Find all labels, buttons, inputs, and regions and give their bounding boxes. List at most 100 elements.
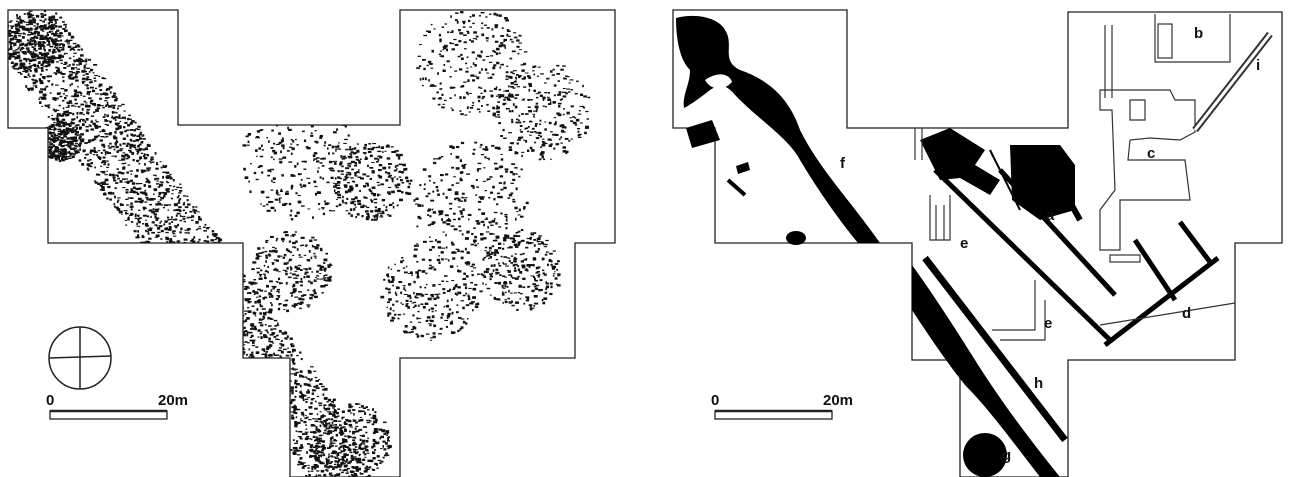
speckle <box>278 431 282 434</box>
speckle <box>90 87 94 89</box>
speckle <box>462 307 465 310</box>
speckle <box>235 266 237 268</box>
speckle <box>144 157 148 159</box>
speckle <box>391 178 394 180</box>
speckle <box>491 265 493 267</box>
speckle <box>274 370 278 371</box>
speckle <box>177 196 179 198</box>
speckle <box>184 259 186 261</box>
speckle <box>511 119 513 121</box>
speckle <box>461 326 464 327</box>
speckle <box>305 268 308 270</box>
speckle <box>215 260 218 262</box>
speckle <box>168 176 172 177</box>
speckle <box>307 208 310 209</box>
speckle <box>446 223 450 225</box>
speckle <box>467 57 469 58</box>
speckle <box>143 215 147 217</box>
speckle <box>358 419 360 422</box>
speckle <box>286 425 290 428</box>
speckle <box>281 352 283 354</box>
speckle <box>248 310 252 313</box>
speckle <box>284 445 288 448</box>
speckle <box>537 271 539 274</box>
speckle <box>482 96 485 98</box>
speckle <box>204 256 207 257</box>
speckle <box>187 204 191 206</box>
speckle <box>362 440 366 443</box>
speckle <box>266 257 269 259</box>
speckle <box>385 288 388 290</box>
speckle <box>349 431 351 433</box>
speckle <box>457 286 461 288</box>
speckle <box>330 455 333 457</box>
speckle <box>270 113 274 114</box>
speckle <box>476 220 480 222</box>
speckle <box>182 293 185 296</box>
speckle <box>101 144 105 146</box>
speckle <box>523 99 525 101</box>
speckle <box>291 218 294 220</box>
speckle <box>307 259 310 261</box>
speckle <box>126 204 129 205</box>
speckle <box>365 158 368 160</box>
speckle <box>585 127 589 129</box>
speckle <box>238 323 240 325</box>
speckle <box>137 126 141 128</box>
speckle <box>371 192 374 194</box>
speckle <box>516 235 520 237</box>
speckle <box>313 181 316 184</box>
speckle <box>135 218 138 219</box>
speckle <box>240 302 242 305</box>
speckle <box>483 167 485 168</box>
speckle <box>304 274 307 275</box>
speckle <box>239 281 242 283</box>
speckle <box>490 295 492 296</box>
speckle <box>271 387 274 389</box>
speckle <box>233 376 236 377</box>
speckle <box>163 166 167 168</box>
speckle <box>234 263 237 264</box>
speckle <box>195 310 197 312</box>
speckle <box>165 221 168 222</box>
speckle <box>90 152 93 153</box>
speckle <box>513 87 516 88</box>
speckle <box>353 449 356 451</box>
speckle <box>103 146 105 148</box>
speckle <box>69 58 71 60</box>
speckle <box>190 302 193 304</box>
speckle <box>506 75 508 77</box>
speckle <box>139 134 142 135</box>
speckle <box>420 293 423 295</box>
speckle <box>332 422 334 424</box>
speckle <box>224 350 226 352</box>
speckle <box>149 199 152 201</box>
speckle <box>252 290 255 293</box>
speckle <box>512 241 515 243</box>
speckle <box>87 87 90 89</box>
speckle <box>220 272 222 275</box>
speckle <box>2 38 5 39</box>
speckle <box>138 218 140 219</box>
speckle <box>460 11 464 13</box>
speckle <box>247 307 249 308</box>
speckle <box>323 432 326 434</box>
speckle <box>239 373 242 375</box>
speckle <box>63 24 67 26</box>
speckle <box>332 146 335 149</box>
speckle <box>0 45 3 47</box>
speckle <box>32 19 36 21</box>
speckle <box>62 35 64 36</box>
speckle <box>472 102 474 104</box>
speckle <box>198 218 202 220</box>
speckle <box>99 131 101 132</box>
speckle <box>495 116 497 117</box>
speckle <box>308 182 310 184</box>
speckle <box>137 215 140 217</box>
speckle <box>94 136 98 138</box>
speckle <box>368 189 371 191</box>
speckle <box>357 466 359 467</box>
speckle <box>397 183 400 186</box>
speckle <box>76 71 80 73</box>
speckle <box>324 430 326 432</box>
